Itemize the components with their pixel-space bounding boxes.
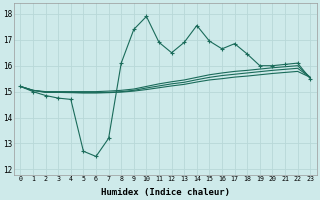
X-axis label: Humidex (Indice chaleur): Humidex (Indice chaleur) bbox=[101, 188, 230, 197]
